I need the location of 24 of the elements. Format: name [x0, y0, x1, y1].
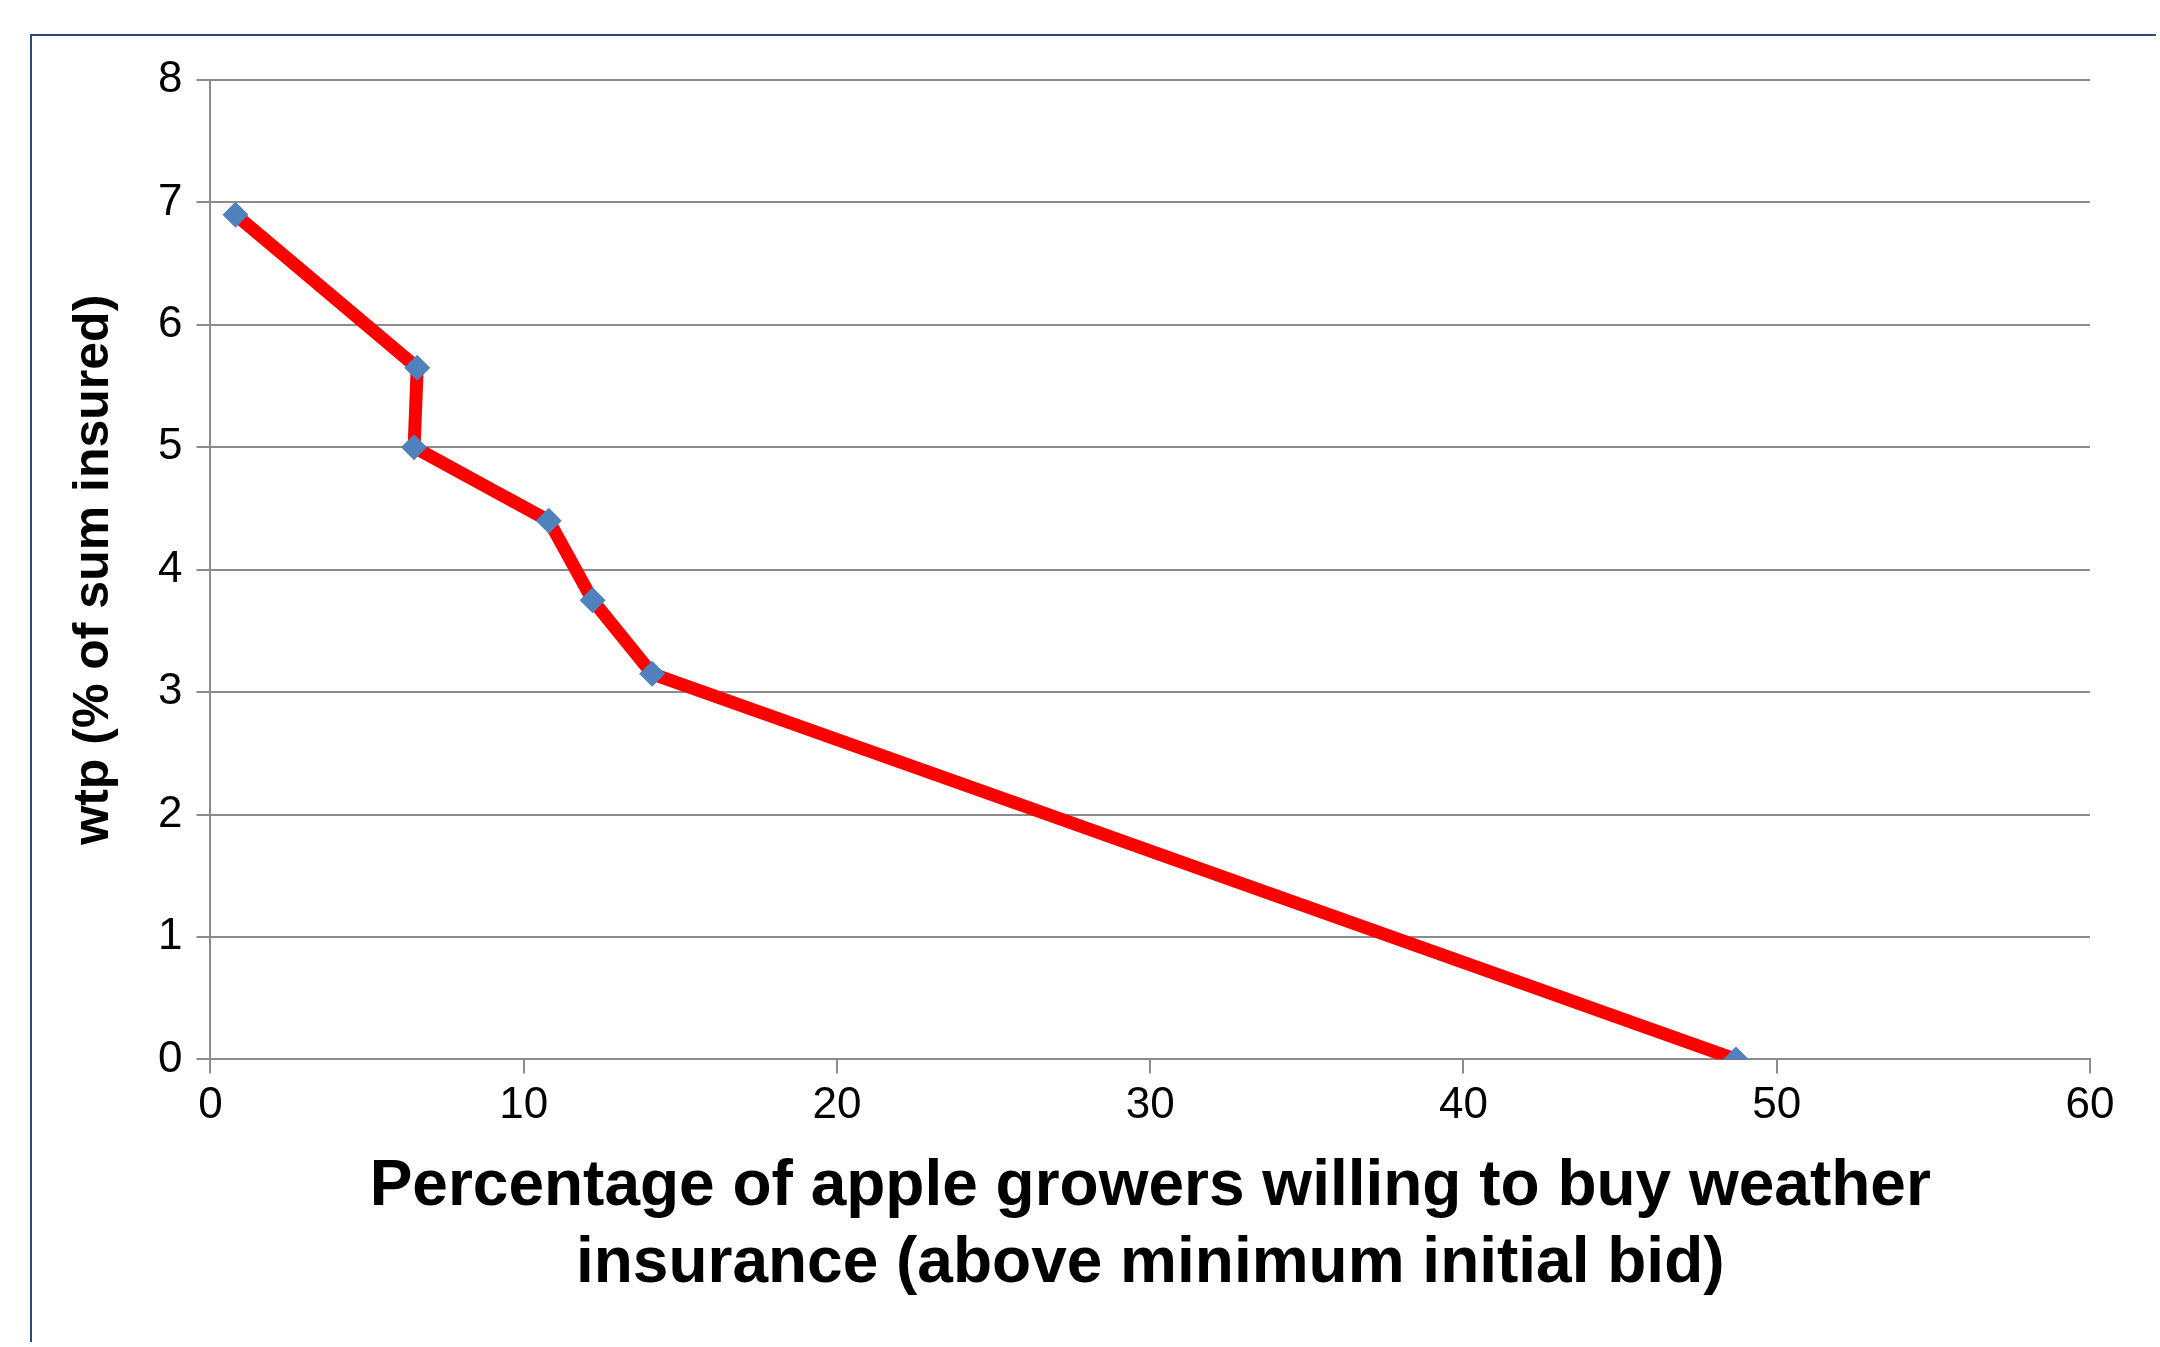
point — [401, 434, 428, 461]
point — [222, 201, 249, 228]
x-tick-label: 20 — [812, 1077, 862, 1127]
y-tick-label: 7 — [157, 174, 183, 224]
y-tick-label: 2 — [157, 786, 183, 836]
x-tick-label: 10 — [499, 1077, 549, 1127]
y-tick-label: 0 — [157, 1031, 183, 1081]
x-tick-label: 40 — [1439, 1077, 1488, 1127]
point — [579, 587, 606, 614]
y-tick-label: 3 — [157, 664, 183, 714]
point — [535, 507, 562, 534]
x-tick-label: 30 — [1125, 1077, 1175, 1127]
x-tick-label: 50 — [1752, 1077, 1802, 1127]
y-tick-label: 5 — [157, 419, 183, 469]
x-axis-title: Percentage of apple growers willing to buy weather insurance (above minimum initial bid) — [369, 1147, 1931, 1297]
y-tick-label: 6 — [157, 296, 183, 346]
point — [404, 354, 431, 381]
y-tick-label: 8 — [157, 52, 183, 102]
x-tick-label: 60 — [2065, 1077, 2115, 1127]
y-axis-title: wtp (% of sum insured) — [62, 294, 119, 846]
y-tick-label: 1 — [157, 909, 183, 959]
x-tick-label: 0 — [198, 1077, 223, 1127]
point — [639, 660, 666, 687]
y-tick-label: 4 — [157, 541, 183, 591]
